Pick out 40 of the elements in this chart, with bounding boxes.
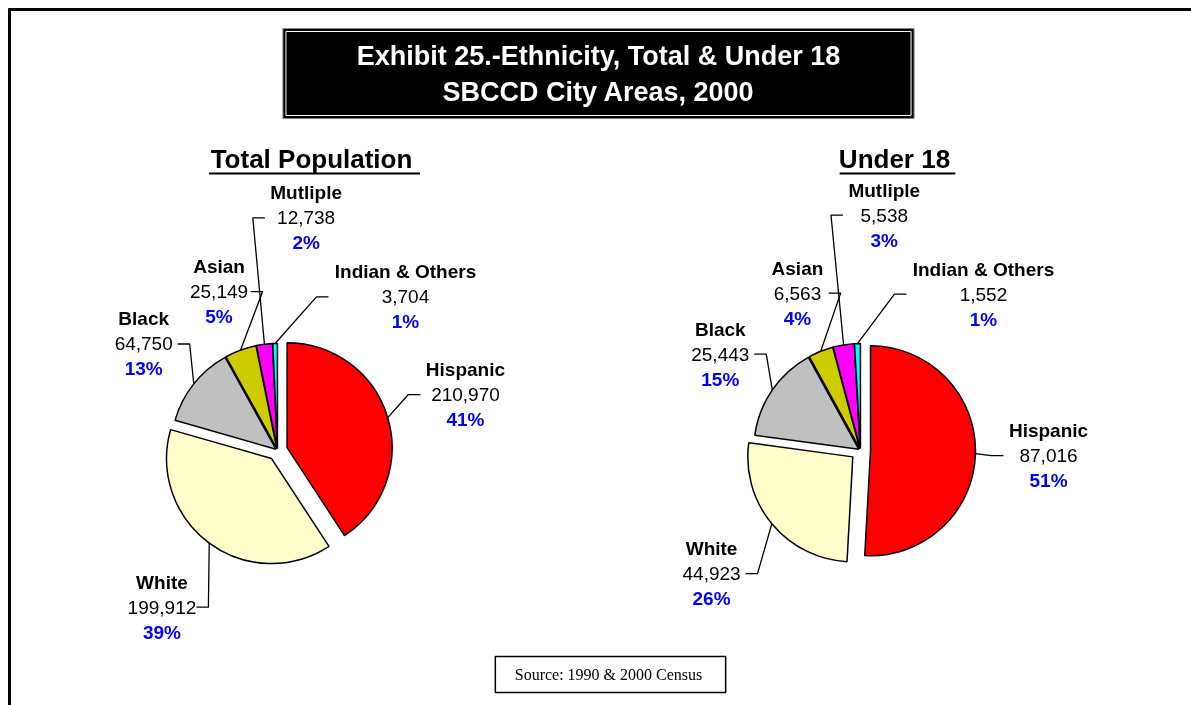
slice-label: White bbox=[136, 571, 188, 593]
slice-label: Asian bbox=[193, 256, 245, 278]
text: 39% bbox=[142, 621, 181, 643]
data-label: 5,538 bbox=[860, 204, 909, 226]
text: 26% bbox=[692, 588, 731, 610]
text: 2% bbox=[292, 232, 320, 254]
data-label: 44,923 bbox=[682, 563, 741, 585]
data-label: 25,149 bbox=[189, 281, 249, 303]
slice-label: Asian bbox=[771, 257, 824, 279]
slice-label: Mutliple bbox=[270, 182, 343, 204]
slice-label: Indian & Others bbox=[334, 261, 477, 283]
slice-label: White bbox=[685, 538, 738, 560]
data-label: 64,750 bbox=[114, 333, 173, 355]
source-note: Source: 1990 & 2000 Census bbox=[514, 666, 703, 683]
slice-label: Mutliple bbox=[848, 179, 921, 201]
data-label: 3,704 bbox=[381, 286, 430, 308]
data-label: 199,912 bbox=[127, 596, 197, 618]
text: 41% bbox=[446, 409, 485, 431]
slice-label: Indian & Others bbox=[912, 258, 1055, 280]
text: 51% bbox=[1029, 470, 1068, 492]
data-label: 1,552 bbox=[959, 283, 1008, 305]
slice-label: Hispanic bbox=[425, 359, 506, 381]
chart-subtitle: Under 18 bbox=[838, 143, 951, 174]
text: 4% bbox=[783, 307, 812, 329]
text: 1% bbox=[391, 311, 420, 333]
text: 13% bbox=[124, 358, 163, 380]
data-label: 210,970 bbox=[431, 384, 500, 406]
data-label: 25,443 bbox=[691, 343, 750, 365]
slice-label: Black bbox=[694, 318, 747, 340]
text: 3% bbox=[870, 229, 899, 251]
data-label: 87,016 bbox=[1019, 445, 1078, 467]
slice-label: Black bbox=[118, 308, 170, 330]
data-label: 12,738 bbox=[277, 207, 336, 229]
text: 15% bbox=[701, 368, 740, 390]
chart-subtitle: Total Population bbox=[210, 143, 413, 174]
text: 5% bbox=[205, 306, 233, 328]
data-label: 6,563 bbox=[773, 282, 822, 304]
slice-label: Hispanic bbox=[1008, 420, 1089, 442]
text: 1% bbox=[969, 308, 998, 330]
text: Exhibit 25.-Ethnicity, Total & Under 18 SBCCD City Areas, 2000 bbox=[356, 40, 841, 107]
